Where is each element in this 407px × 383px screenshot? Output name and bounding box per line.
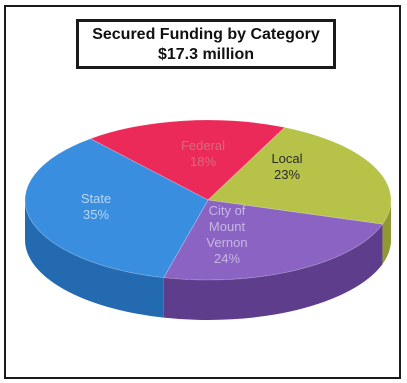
pie-side-local [382, 200, 391, 265]
pie-label-city-of-mount-vernon: City of Mount Vernon 24% [206, 203, 247, 266]
pie-label-federal: Federal 18% [181, 138, 225, 169]
pie-slices [24, 119, 392, 281]
chart-title-box: Secured Funding by Category $17.3 millio… [76, 19, 336, 69]
pie-slice-city-of-mount-vernon [163, 199, 384, 281]
pie-slice-state [24, 138, 209, 279]
pie-labels: Federal 18% Local 23% City of Mount Vernon 24% S… [81, 138, 303, 266]
pie-label-state: State 35% [81, 191, 111, 222]
pie-label-local: Local 23% [271, 151, 302, 182]
chart-title: Secured Funding by Category [92, 26, 320, 43]
pie-slice-federal [89, 119, 286, 201]
pie-slice-local [207, 126, 392, 225]
pie-sides [25, 200, 391, 320]
pie-side-state [25, 200, 164, 318]
chart-subtitle: $17.3 million [157, 46, 255, 63]
pie-side-city-of-mount-vernon [163, 224, 383, 320]
